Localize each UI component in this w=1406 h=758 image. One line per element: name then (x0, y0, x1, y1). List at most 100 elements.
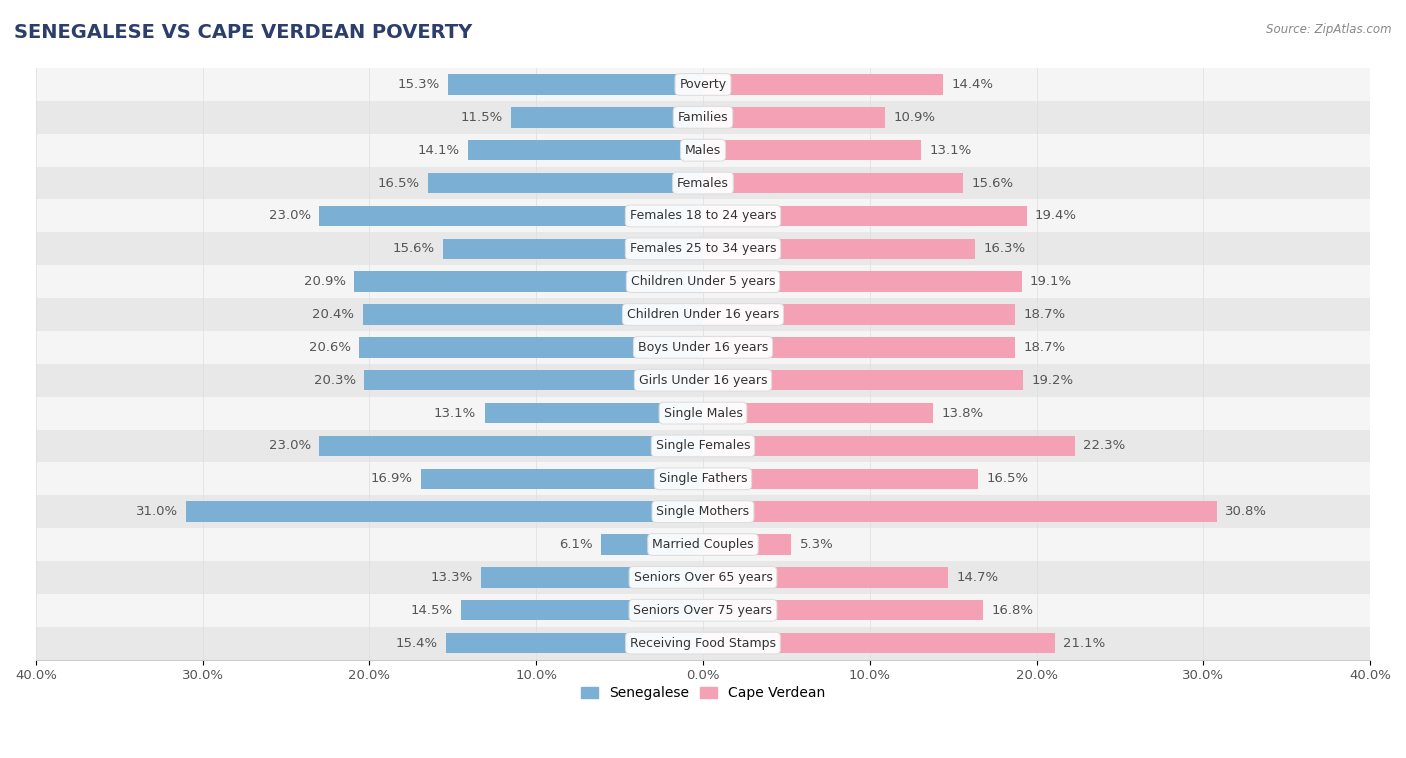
Text: Males: Males (685, 144, 721, 157)
Bar (449, 74, 703, 95)
Bar (37, 167, 1369, 199)
Bar (481, 567, 703, 587)
Bar (703, 468, 979, 489)
Bar (512, 107, 703, 127)
Text: 16.8%: 16.8% (991, 603, 1033, 617)
Bar (703, 403, 934, 423)
Bar (703, 239, 974, 259)
Bar (319, 436, 703, 456)
Text: Families: Families (678, 111, 728, 124)
Text: 14.5%: 14.5% (411, 603, 453, 617)
Bar (37, 298, 1369, 331)
Bar (703, 370, 1024, 390)
Text: 16.5%: 16.5% (987, 472, 1029, 485)
Bar (37, 364, 1369, 396)
Bar (703, 534, 792, 555)
Bar (703, 74, 943, 95)
Text: Females 25 to 34 years: Females 25 to 34 years (630, 243, 776, 255)
Text: 20.4%: 20.4% (312, 308, 354, 321)
Text: 18.7%: 18.7% (1024, 308, 1066, 321)
Text: 13.1%: 13.1% (434, 406, 477, 420)
Bar (703, 567, 948, 587)
Text: 23.0%: 23.0% (269, 440, 311, 453)
Bar (703, 107, 884, 127)
Bar (422, 468, 703, 489)
Bar (703, 205, 1026, 226)
Bar (37, 462, 1369, 495)
Text: Poverty: Poverty (679, 78, 727, 91)
Bar (37, 396, 1369, 430)
Text: Source: ZipAtlas.com: Source: ZipAtlas.com (1267, 23, 1392, 36)
Text: Girls Under 16 years: Girls Under 16 years (638, 374, 768, 387)
Bar (446, 633, 703, 653)
Bar (703, 271, 1022, 292)
Text: 15.6%: 15.6% (392, 243, 434, 255)
Text: Single Mothers: Single Mothers (657, 505, 749, 518)
Text: 14.7%: 14.7% (956, 571, 998, 584)
Text: Seniors Over 75 years: Seniors Over 75 years (634, 603, 772, 617)
Bar (703, 436, 1076, 456)
Text: Children Under 16 years: Children Under 16 years (627, 308, 779, 321)
Text: 13.3%: 13.3% (430, 571, 472, 584)
Text: 22.3%: 22.3% (1083, 440, 1125, 453)
Text: 6.1%: 6.1% (560, 538, 593, 551)
Bar (37, 101, 1369, 133)
Text: 14.1%: 14.1% (418, 144, 460, 157)
Text: Females 18 to 24 years: Females 18 to 24 years (630, 209, 776, 222)
Text: Children Under 5 years: Children Under 5 years (631, 275, 775, 288)
Text: 31.0%: 31.0% (135, 505, 177, 518)
Bar (37, 233, 1369, 265)
Bar (703, 140, 921, 161)
Bar (37, 528, 1369, 561)
Text: Receiving Food Stamps: Receiving Food Stamps (630, 637, 776, 650)
Bar (37, 133, 1369, 167)
Bar (354, 271, 703, 292)
Text: 21.1%: 21.1% (1063, 637, 1105, 650)
Bar (703, 304, 1015, 324)
Bar (37, 265, 1369, 298)
Legend: Senegalese, Cape Verdean: Senegalese, Cape Verdean (575, 681, 831, 706)
Text: SENEGALESE VS CAPE VERDEAN POVERTY: SENEGALESE VS CAPE VERDEAN POVERTY (14, 23, 472, 42)
Bar (703, 600, 983, 620)
Text: 16.9%: 16.9% (371, 472, 413, 485)
Bar (485, 403, 703, 423)
Bar (360, 337, 703, 358)
Text: Single Females: Single Females (655, 440, 751, 453)
Text: 11.5%: 11.5% (461, 111, 503, 124)
Bar (364, 370, 703, 390)
Bar (461, 600, 703, 620)
Bar (363, 304, 703, 324)
Bar (319, 205, 703, 226)
Text: 18.7%: 18.7% (1024, 341, 1066, 354)
Bar (37, 561, 1369, 594)
Bar (37, 199, 1369, 233)
Text: 10.9%: 10.9% (893, 111, 935, 124)
Text: 14.4%: 14.4% (952, 78, 994, 91)
Text: Seniors Over 65 years: Seniors Over 65 years (634, 571, 772, 584)
Text: Females: Females (678, 177, 728, 190)
Text: 15.6%: 15.6% (972, 177, 1014, 190)
Bar (37, 331, 1369, 364)
Bar (37, 594, 1369, 627)
Text: 16.3%: 16.3% (983, 243, 1025, 255)
Bar (468, 140, 703, 161)
Text: 23.0%: 23.0% (269, 209, 311, 222)
Text: Single Fathers: Single Fathers (659, 472, 747, 485)
Text: 15.3%: 15.3% (398, 78, 440, 91)
Text: 30.8%: 30.8% (1225, 505, 1267, 518)
Text: 19.4%: 19.4% (1035, 209, 1077, 222)
Text: 13.1%: 13.1% (929, 144, 972, 157)
Bar (37, 430, 1369, 462)
Text: 19.1%: 19.1% (1029, 275, 1071, 288)
Text: 16.5%: 16.5% (377, 177, 419, 190)
Text: 20.3%: 20.3% (314, 374, 356, 387)
Bar (37, 495, 1369, 528)
Text: Boys Under 16 years: Boys Under 16 years (638, 341, 768, 354)
Text: 5.3%: 5.3% (800, 538, 834, 551)
Text: 15.4%: 15.4% (395, 637, 437, 650)
Bar (703, 633, 1054, 653)
Bar (703, 173, 963, 193)
Text: 19.2%: 19.2% (1032, 374, 1074, 387)
Bar (37, 68, 1369, 101)
Text: 20.9%: 20.9% (304, 275, 346, 288)
